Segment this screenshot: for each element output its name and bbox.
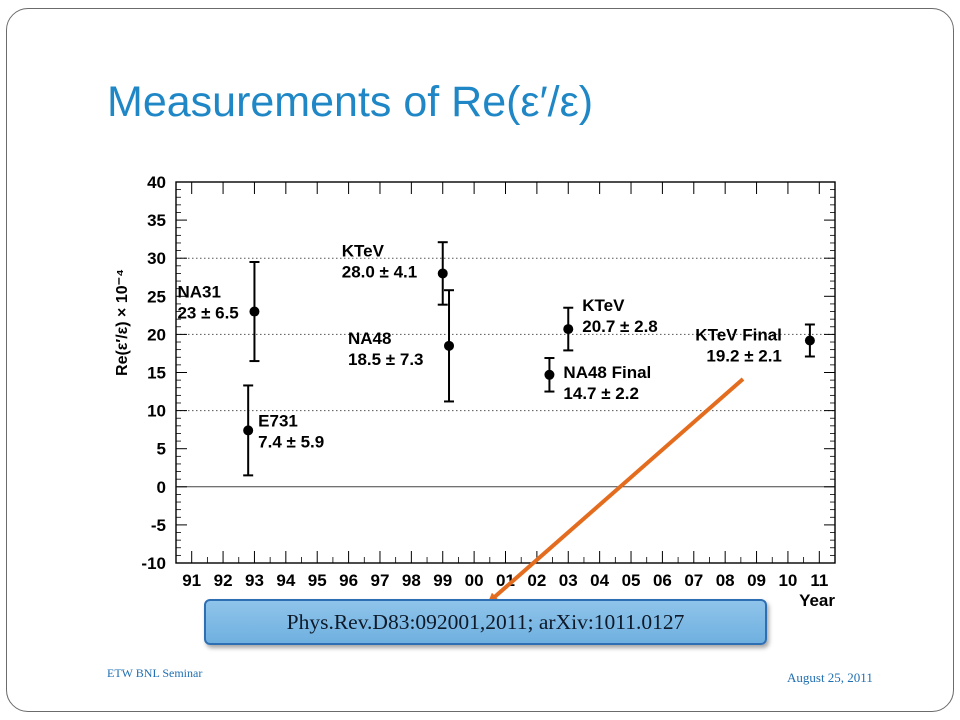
y-tick-label: 5 bbox=[157, 440, 166, 459]
x-tick-label: 98 bbox=[402, 571, 421, 590]
data-label: 20.7 ± 2.8 bbox=[582, 317, 658, 336]
x-tick-label: 04 bbox=[590, 571, 609, 590]
x-tick-label: 91 bbox=[182, 571, 201, 590]
data-label: 23 ± 6.5 bbox=[177, 304, 238, 323]
data-label: NA31 bbox=[177, 283, 220, 302]
y-tick-label: 25 bbox=[147, 287, 166, 306]
y-tick-label: 30 bbox=[147, 249, 166, 268]
x-tick-label: 93 bbox=[245, 571, 264, 590]
data-label: KTeV Final bbox=[695, 325, 782, 344]
data-label: NA48 bbox=[348, 329, 391, 348]
data-point bbox=[444, 340, 455, 351]
x-tick-label: 95 bbox=[308, 571, 327, 590]
y-tick-label: 20 bbox=[147, 325, 166, 344]
reference-box: Phys.Rev.D83:092001,2011; arXiv:1011.012… bbox=[204, 599, 767, 645]
slide-title: Measurements of Re(ε′/ε) bbox=[107, 78, 594, 126]
y-tick-label: 35 bbox=[147, 211, 166, 230]
data-label: 28.0 ± 4.1 bbox=[342, 262, 418, 281]
y-axis-label: Re(ε′/ε) × 10⁻⁴ bbox=[114, 269, 131, 376]
y-tick-label: 40 bbox=[147, 173, 166, 192]
x-tick-label: 07 bbox=[684, 571, 703, 590]
data-label: 18.5 ± 7.3 bbox=[348, 350, 424, 369]
footer-left: ETW BNL Seminar bbox=[107, 666, 203, 680]
data-point bbox=[243, 425, 254, 436]
x-tick-label: 02 bbox=[527, 571, 546, 590]
x-tick-label: 99 bbox=[433, 571, 452, 590]
data-label: KTeV bbox=[582, 296, 625, 315]
x-tick-label: 92 bbox=[214, 571, 233, 590]
y-tick-label: 0 bbox=[157, 478, 166, 497]
y-tick-label: -10 bbox=[141, 554, 166, 573]
data-point bbox=[249, 306, 260, 317]
x-tick-label: 03 bbox=[559, 571, 578, 590]
x-tick-label: 00 bbox=[465, 571, 484, 590]
data-label: E731 bbox=[258, 411, 298, 430]
y-tick-label: 15 bbox=[147, 364, 166, 383]
y-tick-label: 10 bbox=[147, 402, 166, 421]
data-point bbox=[804, 335, 815, 346]
footer-date: August 25, 2011 bbox=[787, 670, 873, 685]
x-tick-label: 97 bbox=[371, 571, 390, 590]
x-tick-label: 05 bbox=[622, 571, 641, 590]
x-axis-label: Year bbox=[799, 591, 835, 610]
x-tick-label: 09 bbox=[747, 571, 766, 590]
data-label: NA48 Final bbox=[563, 363, 651, 382]
x-tick-label: 08 bbox=[716, 571, 735, 590]
data-point bbox=[563, 324, 574, 335]
plot-frame bbox=[175, 181, 836, 564]
data-label: 7.4 ± 5.9 bbox=[258, 432, 324, 451]
x-tick-label: 94 bbox=[276, 571, 295, 590]
y-tick-label: -5 bbox=[151, 516, 166, 535]
x-tick-label: 11 bbox=[810, 571, 828, 590]
x-tick-label: 01 bbox=[496, 571, 515, 590]
data-label: KTeV bbox=[342, 241, 385, 260]
x-tick-label: 06 bbox=[653, 571, 672, 590]
x-tick-label: 96 bbox=[339, 571, 358, 590]
slide-frame bbox=[6, 8, 954, 712]
data-point bbox=[437, 268, 448, 279]
x-tick-label: 10 bbox=[778, 571, 797, 590]
data-point bbox=[544, 369, 555, 380]
data-label: 14.7 ± 2.2 bbox=[563, 384, 639, 403]
data-label: 19.2 ± 2.1 bbox=[706, 346, 782, 365]
